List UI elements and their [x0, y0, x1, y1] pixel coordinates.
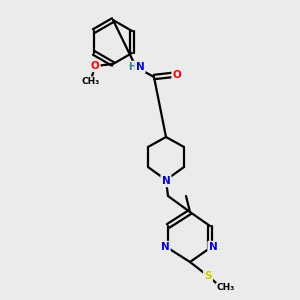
Text: CH₃: CH₃	[217, 284, 235, 292]
Text: O: O	[172, 70, 182, 80]
Text: N: N	[160, 242, 169, 252]
Text: S: S	[204, 271, 212, 281]
Text: N: N	[162, 176, 170, 186]
Text: N: N	[136, 62, 144, 72]
Text: N: N	[208, 242, 217, 252]
Text: H: H	[128, 62, 136, 72]
Text: O: O	[91, 61, 99, 71]
Text: CH₃: CH₃	[82, 77, 100, 86]
